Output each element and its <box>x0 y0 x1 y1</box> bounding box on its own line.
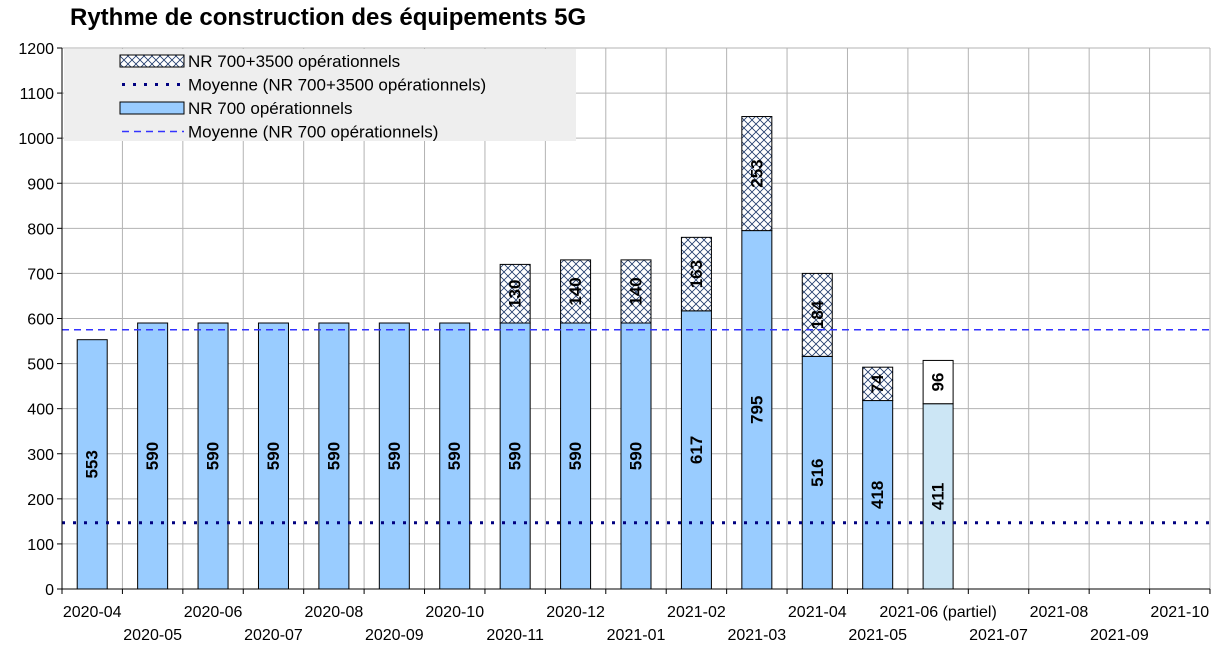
x-tick-label: 2021-02 <box>667 604 726 621</box>
bar-label: 516 <box>808 458 827 486</box>
y-tick-label: 900 <box>27 176 54 193</box>
x-tick-label: 2020-09 <box>365 627 424 644</box>
x-tick-label: 2021-05 <box>848 627 907 644</box>
bar-nr700 <box>620 322 652 590</box>
bar-nr700 <box>378 322 410 590</box>
bar-nr700 <box>318 322 350 590</box>
bar-label: 418 <box>868 481 887 509</box>
bar-label: 590 <box>445 442 464 470</box>
bar-label: 590 <box>204 442 223 470</box>
bar-label: 140 <box>566 277 585 305</box>
bar-nr700 <box>76 339 108 590</box>
y-tick-label: 600 <box>27 312 54 329</box>
bar-nr700-3500 <box>862 366 894 402</box>
x-tick-label: 2021-06 (partiel) <box>879 604 996 621</box>
y-tick-label: 400 <box>27 402 54 419</box>
x-tick-label: 2020-07 <box>244 627 303 644</box>
chart-title: Rythme de construction des équipements 5… <box>70 4 587 31</box>
x-tick-label: 2021-03 <box>727 627 786 644</box>
legend: NR 700+3500 opérationnels Moyenne (NR 700… <box>64 49 576 142</box>
x-tick-label: 2021-08 <box>1030 604 1089 621</box>
bar-nr700-3500 <box>801 272 833 357</box>
bar-nr700-3500 <box>620 259 652 324</box>
x-tick-label: 2021-04 <box>788 604 847 621</box>
x-tick-label: 2020-10 <box>425 604 484 621</box>
bar-label: 590 <box>506 442 525 470</box>
bar-nr700 <box>862 400 894 590</box>
bar-label: 590 <box>627 442 646 470</box>
y-tick-label: 700 <box>27 266 54 283</box>
y-tick-label: 800 <box>27 221 54 238</box>
y-tick-label: 1200 <box>18 41 54 58</box>
y-tick-label: 300 <box>27 447 54 464</box>
reference-lines <box>62 329 1210 525</box>
legend-swatch-solid <box>119 101 185 115</box>
bar-label: 253 <box>747 159 766 187</box>
x-tick-label: 2020-08 <box>305 604 364 621</box>
bar-label: 590 <box>566 442 585 470</box>
bar-label: 590 <box>385 442 404 470</box>
bar-nr700-3500 <box>499 263 531 324</box>
y-tick-label: 0 <box>45 582 54 599</box>
axes: 0 100 200 300 400 500 600 700 800 900 1000 1100 1200… <box>18 41 1211 644</box>
bars: 553 590 590 590 590 590 590 590 130 590 140 590 140 6… <box>76 116 954 590</box>
x-tick-label: 2021-09 <box>1090 627 1149 644</box>
bar-label: 590 <box>324 442 343 470</box>
legend-label: NR 700 opérationnels <box>188 99 352 118</box>
bar-nr700-3500 <box>560 259 592 324</box>
bar-nr700 <box>137 322 169 590</box>
bar-label: 140 <box>627 277 646 305</box>
bar-label: 96 <box>929 373 948 392</box>
y-tick-label: 500 <box>27 357 54 374</box>
bar-label: 163 <box>687 260 706 288</box>
bar-label: 74 <box>868 374 887 393</box>
legend-label: Moyenne (NR 700+3500 opérationnels) <box>188 76 486 95</box>
y-tick-label: 100 <box>27 537 54 554</box>
bar-nr700 <box>257 322 289 590</box>
bar-nr700-3500 <box>741 116 773 232</box>
y-tick-label: 200 <box>27 492 54 509</box>
x-tick-label: 2020-06 <box>184 604 243 621</box>
bar-label: 411 <box>929 483 948 510</box>
legend-label: NR 700+3500 opérationnels <box>188 52 400 71</box>
y-tick-label: 1100 <box>20 86 55 103</box>
x-tick-label: 2021-07 <box>969 627 1028 644</box>
bar-nr700-3500 <box>922 359 954 405</box>
grid-lines <box>62 47 1211 589</box>
bar-label: 184 <box>808 300 827 329</box>
x-tick-label: 2021-01 <box>607 627 666 644</box>
x-tick-label: 2020-05 <box>123 627 182 644</box>
bar-nr700-3500 <box>680 236 712 312</box>
legend-swatch-hatch <box>119 54 185 68</box>
bar-label: 130 <box>506 280 525 308</box>
legend-label: Moyenne (NR 700 opérationnels) <box>188 123 438 142</box>
y-tick-label: 1000 <box>18 131 54 148</box>
bar-label: 795 <box>747 396 766 424</box>
bar-label: 617 <box>687 436 706 464</box>
bar-label: 553 <box>83 450 102 478</box>
x-tick-label: 2020-11 <box>486 627 544 644</box>
x-tick-label: 2020-12 <box>546 604 605 621</box>
bar-nr700 <box>680 310 712 590</box>
x-tick-label: 2020-04 <box>63 604 122 621</box>
bar-label: 590 <box>264 442 283 470</box>
x-tick-label: 2021-10 <box>1150 604 1209 621</box>
bar-label: 590 <box>143 442 162 470</box>
